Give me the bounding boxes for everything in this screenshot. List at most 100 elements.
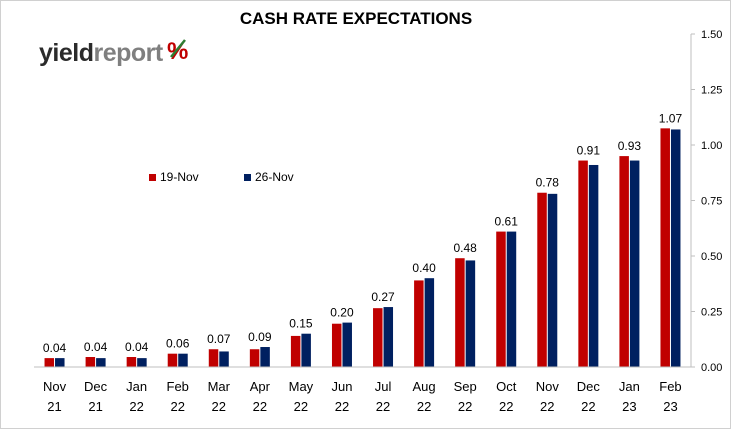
bar-19-nov-sep-22 [455, 258, 465, 367]
x-tick-label-year: 22 [540, 399, 554, 414]
bar-26-nov-sep-22 [465, 260, 476, 367]
data-label: 0.07 [207, 332, 231, 346]
bar-26-nov-nov-22 [547, 193, 558, 367]
x-tick-label-year: 21 [88, 399, 102, 414]
y-tick-label: 0.75 [701, 196, 722, 208]
bar-26-nov-feb-22 [178, 353, 188, 367]
bar-19-nov-jan-23 [619, 156, 629, 367]
x-tick-label-month: Sep [454, 379, 477, 394]
x-tick-label-year: 22 [294, 399, 308, 414]
bar-26-nov-dec-21 [96, 358, 106, 367]
x-tick-label-year: 23 [622, 399, 636, 414]
bar-26-nov-apr-22 [260, 347, 270, 367]
data-label: 0.04 [125, 340, 149, 354]
data-label: 0.04 [84, 340, 108, 354]
bar-19-nov-feb-23 [660, 128, 670, 367]
bar-26-nov-jul-22 [383, 307, 394, 367]
bar-26-nov-aug-22 [424, 278, 435, 367]
x-tick-label-month: Nov [536, 379, 560, 394]
x-tick-label-month: Jan [126, 379, 147, 394]
data-label: 0.93 [618, 139, 642, 153]
y-tick-label: 1.00 [701, 140, 722, 152]
bar-19-nov-dec-21 [85, 357, 96, 367]
logo-percent-icon: % [167, 38, 188, 65]
x-tick-label-month: Jan [619, 379, 640, 394]
x-tick-label-month: Dec [577, 379, 601, 394]
legend-label-26-nov: 26-Nov [255, 170, 294, 184]
x-tick-label-year: 22 [417, 399, 431, 414]
data-label: 0.48 [453, 241, 477, 255]
x-tick-label-year: 21 [47, 399, 61, 414]
logo-percent-accent [170, 39, 186, 58]
bar-26-nov-jan-22 [137, 358, 147, 367]
data-label: 0.91 [577, 144, 601, 158]
bar-26-nov-mar-22 [219, 351, 229, 367]
data-label: 1.07 [659, 111, 683, 125]
x-tick-label-year: 22 [581, 399, 595, 414]
x-tick-label-month: Aug [413, 379, 436, 394]
legend: 19-Nov 26-Nov [149, 170, 294, 184]
bar-19-nov-oct-22 [496, 231, 506, 367]
bar-26-nov-dec-22 [588, 164, 599, 367]
bar-19-nov-feb-22 [167, 353, 178, 367]
y-tick-label: 1.25 [701, 85, 722, 97]
bar-19-nov-may-22 [290, 335, 301, 367]
plot-area: 0.00 0.25 0.50 0.75 1.00 1.25 1.50 0.04 Nov 21 0.0… [34, 29, 722, 414]
x-tick-label-month: Oct [496, 379, 517, 394]
bar-26-nov-oct-22 [506, 231, 517, 367]
svg-text:yieldreport: yieldreport [39, 39, 164, 67]
bar-19-nov-mar-22 [208, 349, 219, 367]
bar-19-nov-jul-22 [373, 308, 383, 367]
y-tick-label: 0.00 [701, 362, 722, 374]
x-tick-label-year: 22 [253, 399, 267, 414]
chart-title: CASH RATE EXPECTATIONS [240, 9, 472, 28]
bar-26-nov-jun-22 [342, 322, 352, 367]
data-label: 0.15 [289, 317, 313, 331]
x-tick-label-month: May [289, 379, 314, 394]
legend-swatch-19-nov [149, 174, 156, 181]
data-label: 0.78 [536, 176, 560, 190]
data-label: 0.61 [495, 215, 519, 229]
logo-text-yield: yield [39, 39, 93, 67]
x-tick-label-year: 23 [663, 399, 677, 414]
bar-26-nov-feb-23 [670, 129, 681, 367]
x-tick-label-year: 22 [499, 399, 513, 414]
x-tick-label-month: Dec [84, 379, 108, 394]
bar-26-nov-nov-21 [55, 358, 65, 367]
x-tick-label-year: 22 [170, 399, 184, 414]
x-tick-label-year: 22 [129, 399, 143, 414]
bar-19-nov-jan-22 [126, 357, 137, 367]
data-label: 0.06 [166, 337, 190, 351]
x-tick-label-month: Apr [250, 379, 271, 394]
legend-label-19-nov: 19-Nov [160, 170, 199, 184]
x-tick-label-year: 22 [458, 399, 472, 414]
x-tick-label-year: 22 [335, 399, 349, 414]
x-tick-label-month: Jun [331, 379, 352, 394]
y-tick-label: 0.50 [701, 251, 722, 263]
logo-text-report: report [93, 39, 163, 67]
bar-26-nov-may-22 [301, 333, 311, 367]
x-tick-label-year: 22 [376, 399, 390, 414]
data-label: 0.27 [371, 290, 395, 304]
bar-19-nov-jun-22 [331, 323, 342, 367]
x-tick-label-month: Feb [167, 379, 189, 394]
x-tick-label-month: Jul [375, 379, 392, 394]
bar-26-nov-jan-23 [629, 160, 640, 367]
bar-19-nov-dec-22 [578, 160, 588, 367]
data-label: 0.40 [412, 261, 436, 275]
x-tick-label-month: Mar [208, 379, 231, 394]
bar-19-nov-nov-21 [44, 358, 55, 367]
yieldreport-logo: yieldreport % [39, 38, 188, 67]
x-tick-label-month: Nov [43, 379, 67, 394]
data-label: 0.09 [248, 330, 272, 344]
data-label: 0.20 [330, 306, 354, 320]
y-tick-label: 0.25 [701, 307, 722, 319]
x-tick-label-month: Feb [659, 379, 681, 394]
legend-swatch-26-nov [244, 174, 251, 181]
bar-19-nov-nov-22 [537, 192, 547, 367]
bar-19-nov-aug-22 [414, 280, 424, 367]
y-tick-label: 1.50 [701, 29, 722, 41]
data-label: 0.04 [43, 341, 67, 355]
x-tick-label-year: 22 [212, 399, 226, 414]
